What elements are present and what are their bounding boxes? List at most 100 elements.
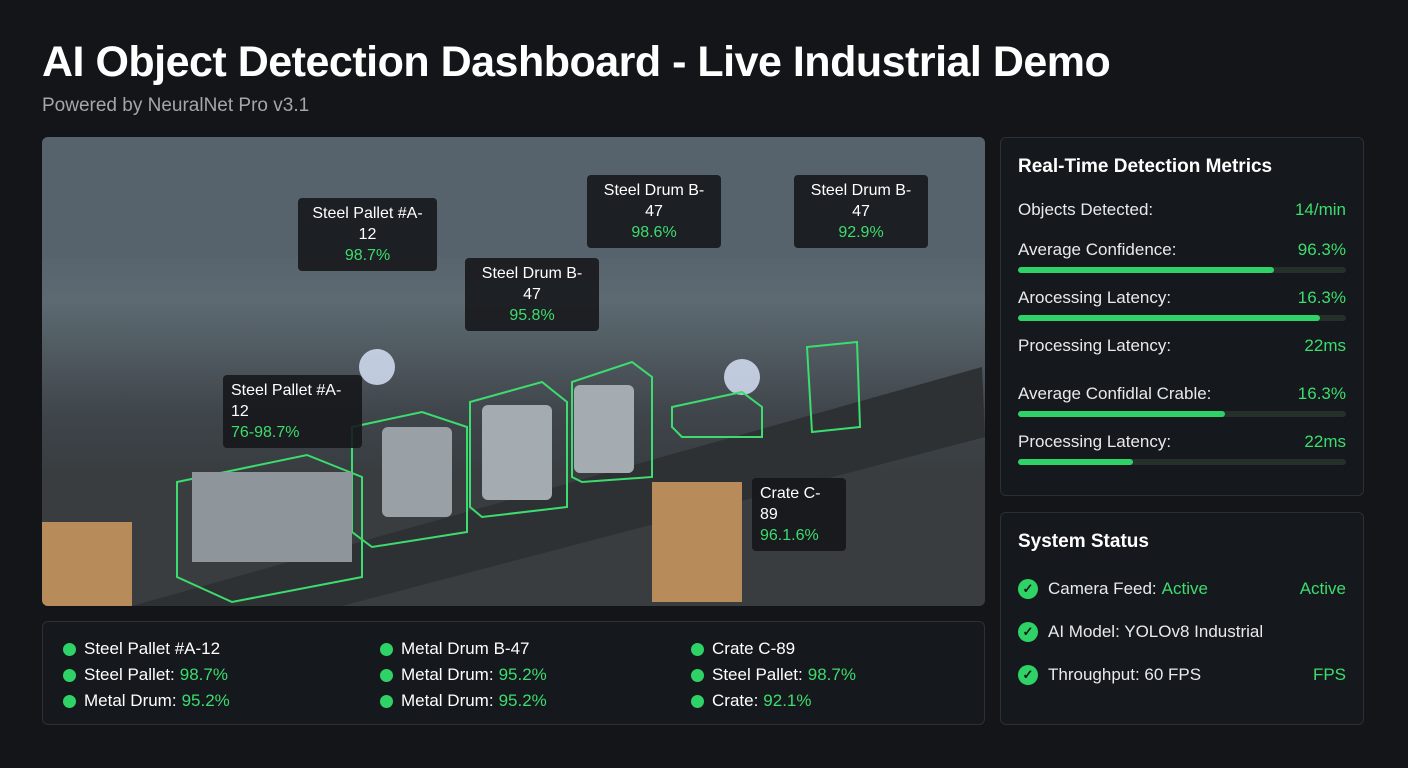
legend-label: Metal Drum: — [401, 691, 494, 710]
detection-name: Crate C-89 — [760, 485, 821, 523]
metrics-panel: Real-Time Detection Metrics Objects Dete… — [1000, 137, 1364, 496]
status-label: Throughput: 60 FPS — [1048, 665, 1202, 684]
legend-value: 95.2% — [498, 665, 547, 684]
detection-name: Steel Drum B-47 — [481, 265, 583, 303]
legend-item: Metal Drum: 95.2% — [380, 662, 547, 688]
metric-bar-fill — [1018, 315, 1320, 321]
legend-label: Steel Pallet: — [712, 665, 803, 684]
legend-label: Crate C-89 — [712, 639, 796, 658]
detection-label: Steel Drum B-47 92.9% — [794, 175, 928, 248]
crate — [652, 482, 742, 602]
page-subtitle: Powered by NeuralNet Pro v3.1 — [42, 95, 310, 116]
legend-item: Crate: 92.1% — [691, 688, 856, 714]
status-label: Camera Feed: — [1048, 579, 1157, 598]
status-dot-icon — [380, 694, 393, 708]
detection-label: Steel Drum B-47 98.6% — [587, 175, 721, 248]
welding-spark — [724, 359, 760, 395]
legend-item: Steel Pallet #A-12 — [63, 636, 230, 662]
legend-item: Metal Drum B-47 — [380, 636, 547, 662]
metric-bar — [1018, 267, 1346, 273]
metrics-title: Real-Time Detection Metrics — [1018, 156, 1273, 177]
status-dot-icon — [63, 668, 76, 682]
metric-label: Arocessing Latency: — [1018, 288, 1172, 307]
metal-drum — [482, 405, 552, 500]
detection-confidence: 95.8% — [509, 307, 555, 324]
metric-row: Processing Latency: 22ms — [1018, 432, 1346, 452]
steel-pallet — [192, 472, 352, 562]
legend-item: Steel Pallet: 98.7% — [691, 662, 856, 688]
legend-label: Steel Pallet: — [84, 665, 175, 684]
legend-value: 98.7% — [807, 665, 856, 684]
detection-confidence: 76-98.7% — [231, 424, 300, 441]
detection-label: Crate C-89 96.1.6% — [752, 478, 846, 551]
detection-confidence: 98.7% — [344, 247, 391, 264]
metric-row: Objects Detected: 14/min — [1018, 200, 1346, 220]
metric-value: 22ms — [1304, 432, 1346, 451]
status-label: AI Model: YOLOv8 Industrial — [1048, 622, 1264, 641]
legend-label: Metal Drum B-47 — [401, 639, 530, 658]
legend-item: Metal Drum: 95.2% — [63, 688, 230, 714]
status-dot-icon — [380, 642, 393, 656]
metric-value: 16.3% — [1297, 288, 1346, 307]
metric-row: Processing Latency: 22ms — [1018, 336, 1346, 356]
metric-bar — [1018, 459, 1346, 465]
legend-column: Metal Drum B-47 Metal Drum: 95.2% Metal D… — [380, 636, 547, 714]
detection-confidence: 96.1.6% — [760, 527, 819, 544]
metric-value: 96.3% — [1297, 240, 1346, 259]
check-circle-icon: ✓ — [1018, 665, 1038, 685]
status-row: ✓ Camera Feed: Active Active — [1018, 579, 1346, 599]
status-row: ✓ AI Model: YOLOv8 Industrial — [1018, 622, 1346, 642]
check-circle-icon: ✓ — [1018, 579, 1038, 599]
metric-label: Processing Latency: — [1018, 432, 1172, 451]
detection-confidence: 98.6% — [631, 224, 677, 241]
legend-label: Crate: — [712, 691, 759, 710]
legend-item: Steel Pallet: 98.7% — [63, 662, 230, 688]
box-pallet — [176, 453, 363, 604]
metric-value: 16.3% — [1297, 384, 1346, 403]
status-dot-icon — [63, 694, 76, 708]
legend-value: 95.2% — [181, 691, 230, 710]
metric-label: Objects Detected: — [1018, 200, 1154, 219]
detection-confidence: 92.9% — [838, 224, 884, 241]
camera-feed[interactable]: Steel Pallet #A-12 98.7% Steel Drum B-47 9… — [42, 137, 985, 606]
metric-bar — [1018, 411, 1346, 417]
system-status-panel: System Status ✓ Camera Feed: Active Active … — [1000, 512, 1364, 725]
metric-label: Processing Latency: — [1018, 336, 1172, 355]
metric-row: Arocessing Latency: 16.3% — [1018, 288, 1346, 308]
fragile-box — [42, 522, 132, 606]
metric-label: Average Confidlal Crable: — [1018, 384, 1212, 403]
welding-spark — [359, 349, 395, 385]
metric-bar — [1018, 315, 1346, 321]
status-title: System Status — [1018, 531, 1149, 552]
detection-legend: Steel Pallet #A-12 Steel Pallet: 98.7% Me… — [42, 621, 985, 725]
status-dot-icon — [63, 642, 76, 656]
page-title: AI Object Detection Dashboard - Live Ind… — [42, 38, 1111, 86]
check-circle-icon: ✓ — [1018, 622, 1038, 642]
legend-value: 95.2% — [498, 691, 547, 710]
legend-label: Metal Drum: — [401, 665, 494, 684]
status-dot-icon — [691, 642, 704, 656]
metric-row: Average Confidence: 96.3% — [1018, 240, 1346, 260]
status-dot-icon — [691, 694, 704, 708]
metric-bar-fill — [1018, 411, 1225, 417]
metric-value: 14/min — [1294, 200, 1346, 219]
legend-item: Metal Drum: 95.2% — [380, 688, 547, 714]
detection-label: Steel Drum B-47 95.8% — [465, 258, 599, 331]
metric-label: Average Confidence: — [1018, 240, 1177, 259]
metric-bar-fill — [1018, 459, 1133, 465]
status-dot-icon — [691, 668, 704, 682]
status-dot-icon — [380, 668, 393, 682]
status-indicator: FPS — [1312, 665, 1346, 684]
detection-label: Steel Pallet #A-12 76-98.7% — [223, 375, 362, 448]
detection-name: Steel Pallet #A-12 — [231, 382, 342, 420]
legend-value: 98.7% — [179, 665, 228, 684]
legend-column: Steel Pallet #A-12 Steel Pallet: 98.7% Me… — [63, 636, 230, 714]
legend-column: Crate C-89 Steel Pallet: 98.7% Crate: 92.1… — [691, 636, 856, 714]
metric-bar-fill — [1018, 267, 1274, 273]
status-value: Active — [1161, 579, 1208, 598]
status-row: ✓ Throughput: 60 FPS FPS — [1018, 665, 1346, 685]
metric-row: Average Confidlal Crable: 16.3% — [1018, 384, 1346, 404]
metal-drum — [574, 385, 634, 473]
detection-name: Steel Drum B-47 — [810, 182, 912, 220]
detection-name: Steel Drum B-47 — [603, 182, 705, 220]
